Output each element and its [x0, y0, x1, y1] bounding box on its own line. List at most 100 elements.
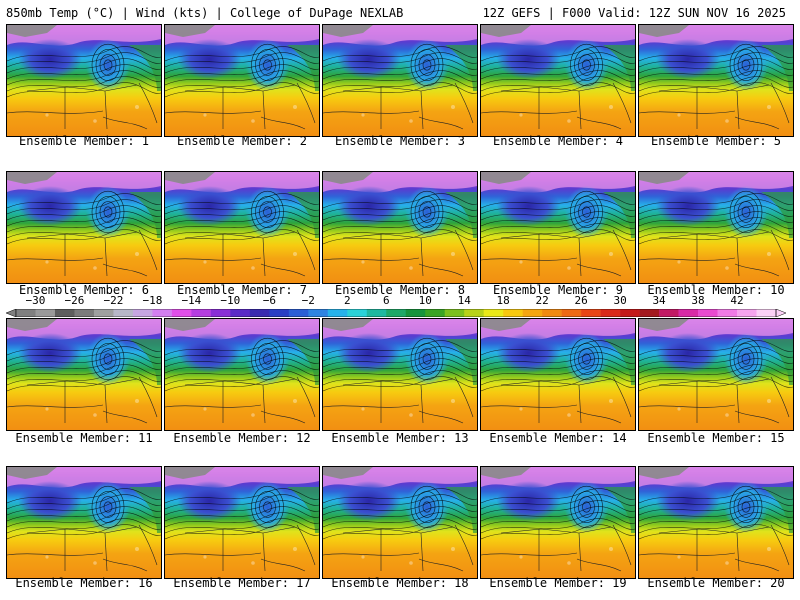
temperature-wind-map: [481, 319, 635, 430]
ensemble-member-label: Ensemble Member: 7: [176, 283, 308, 297]
temperature-wind-map: [323, 319, 477, 430]
ensemble-member-map: [322, 171, 478, 284]
colorbar-tick-label: 2: [343, 294, 351, 307]
ensemble-member-label: Ensemble Member: 20: [647, 576, 785, 590]
temperature-wind-map: [639, 25, 793, 136]
ensemble-member-map: [638, 171, 794, 284]
temperature-wind-map: [481, 467, 635, 578]
ensemble-member-label: Ensemble Member: 3: [334, 134, 466, 148]
colorbar-tick-label: −10: [220, 294, 241, 307]
temperature-colorbar: [6, 309, 786, 317]
wind-isotachs: [7, 43, 161, 98]
ensemble-member-map: [6, 318, 162, 431]
wind-isotachs: [165, 190, 319, 245]
wind-isotachs: [165, 485, 319, 540]
ensemble-member-label: Ensemble Member: 6: [18, 283, 150, 297]
colorbar-tick-label: 22: [535, 294, 549, 307]
ensemble-member-label: Ensemble Member: 15: [647, 431, 785, 445]
ensemble-member-label: Ensemble Member: 17: [173, 576, 311, 590]
ensemble-member-label: Ensemble Member: 13: [331, 431, 469, 445]
wind-isotachs: [323, 485, 477, 540]
temperature-wind-map: [165, 319, 319, 430]
wind-isotachs: [639, 485, 793, 540]
wind-isotachs: [639, 190, 793, 245]
ensemble-member-label: Ensemble Member: 10: [647, 283, 785, 297]
colorbar-tick-label: 14: [457, 294, 471, 307]
ensemble-member-label: Ensemble Member: 11: [15, 431, 153, 445]
ensemble-member-label: Ensemble Member: 9: [492, 283, 624, 297]
ensemble-member-label: Ensemble Member: 2: [176, 134, 308, 148]
colorbar-tick-label: −22: [103, 294, 124, 307]
ensemble-member-map: [480, 171, 636, 284]
temperature-wind-map: [481, 25, 635, 136]
ensemble-member-map: [480, 318, 636, 431]
colorbar-tick-label: −6: [262, 294, 276, 307]
valid-time-label: 12Z GEFS | F000 Valid: 12Z SUN NOV 16 20…: [482, 6, 786, 20]
wind-isotachs: [639, 43, 793, 98]
ensemble-member-label: Ensemble Member: 18: [331, 576, 469, 590]
temperature-wind-map: [165, 172, 319, 283]
ensemble-member-label: Ensemble Member: 4: [492, 134, 624, 148]
ensemble-member-map: [322, 318, 478, 431]
colorbar-tick-label: 18: [496, 294, 510, 307]
colorbar-tick-label: 34: [652, 294, 666, 307]
temperature-wind-map: [7, 467, 161, 578]
temperature-wind-map: [639, 172, 793, 283]
colorbar-tick-label: 26: [574, 294, 588, 307]
wind-isotachs: [323, 337, 477, 392]
colorbar-tick-label: 30: [613, 294, 627, 307]
temperature-wind-map: [165, 467, 319, 578]
wind-isotachs: [165, 337, 319, 392]
colorbar-tick-label: 10: [418, 294, 432, 307]
ensemble-member-map: [164, 466, 320, 579]
wind-isotachs: [481, 190, 635, 245]
ensemble-member-label: Ensemble Member: 8: [334, 283, 466, 297]
map-title: 850mb Temp (°C) | Wind (kts) | College o…: [6, 6, 404, 20]
wind-isotachs: [639, 337, 793, 392]
ensemble-member-map: [322, 466, 478, 579]
colorbar-tick-label: 42: [730, 294, 744, 307]
wind-isotachs: [323, 43, 477, 98]
ensemble-member-map: [164, 171, 320, 284]
colorbar-tick-label: −18: [142, 294, 163, 307]
ensemble-member-label: Ensemble Member: 12: [173, 431, 311, 445]
colorbar-tick-label: −14: [181, 294, 202, 307]
colorbar-tick-label: −30: [25, 294, 46, 307]
temperature-wind-map: [7, 25, 161, 136]
wind-isotachs: [7, 485, 161, 540]
wind-isotachs: [481, 337, 635, 392]
temperature-wind-map: [639, 319, 793, 430]
ensemble-member-map: [638, 466, 794, 579]
temperature-wind-map: [7, 319, 161, 430]
temperature-wind-map: [481, 172, 635, 283]
ensemble-member-label: Ensemble Member: 16: [15, 576, 153, 590]
ensemble-member-map: [6, 24, 162, 137]
colorbar-tick-label: −26: [64, 294, 85, 307]
wind-isotachs: [7, 190, 161, 245]
temperature-wind-map: [323, 25, 477, 136]
ensemble-member-map: [6, 466, 162, 579]
temperature-wind-map: [7, 172, 161, 283]
ensemble-member-map: [6, 171, 162, 284]
colorbar-tick-label: 38: [691, 294, 705, 307]
wind-isotachs: [7, 337, 161, 392]
temperature-wind-map: [639, 467, 793, 578]
ensemble-member-map: [480, 24, 636, 137]
temperature-wind-map: [323, 467, 477, 578]
wind-isotachs: [323, 190, 477, 245]
temperature-wind-map: [323, 172, 477, 283]
ensemble-member-map: [638, 24, 794, 137]
temperature-wind-map: [165, 25, 319, 136]
ensemble-member-label: Ensemble Member: 1: [18, 134, 150, 148]
wind-isotachs: [481, 43, 635, 98]
ensemble-member-map: [322, 24, 478, 137]
ensemble-member-map: [164, 24, 320, 137]
ensemble-member-label: Ensemble Member: 19: [489, 576, 627, 590]
colorbar-tick-label: 6: [382, 294, 390, 307]
wind-isotachs: [165, 43, 319, 98]
colorbar-tick-label: −2: [301, 294, 315, 307]
ensemble-member-label: Ensemble Member: 14: [489, 431, 627, 445]
ensemble-member-map: [480, 466, 636, 579]
ensemble-member-map: [638, 318, 794, 431]
wind-isotachs: [481, 485, 635, 540]
